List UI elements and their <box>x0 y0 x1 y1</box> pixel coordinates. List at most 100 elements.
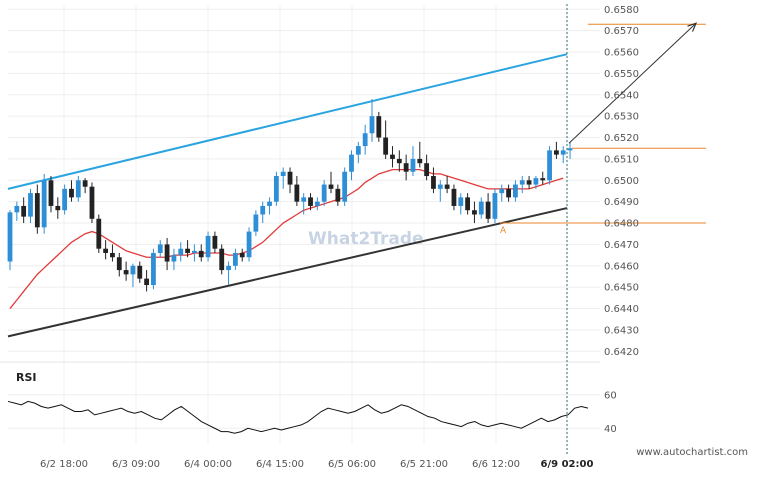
candle-body <box>410 158 416 172</box>
candle-body <box>465 197 471 211</box>
candle-body <box>137 265 143 279</box>
candle-body <box>362 133 368 147</box>
candle-body <box>96 218 102 249</box>
candle-body <box>157 244 163 253</box>
candle-body <box>444 184 450 189</box>
candle-body <box>55 205 61 211</box>
rsi-line <box>7 400 589 434</box>
candle-body <box>253 214 259 232</box>
footer-url[interactable]: www.autochartist.com <box>636 447 748 458</box>
price-tick-label: 0.6480 <box>604 219 639 230</box>
candle-body <box>567 148 573 151</box>
time-axis: 6/2 18:00 6/3 09:00 6/4 00:00 6/4 15:00 6/5 … <box>40 459 594 470</box>
candle-body <box>308 197 313 206</box>
price-tick-label: 0.6530 <box>604 112 639 123</box>
price-tick-label: 0.6420 <box>604 347 639 358</box>
price-tick-label: 0.6490 <box>604 197 639 208</box>
time-tick-label: 6/3 09:00 <box>112 459 160 470</box>
candle-body <box>431 176 436 189</box>
grid <box>8 5 600 445</box>
candle-body <box>458 197 464 206</box>
candle-body <box>75 180 81 198</box>
watermark: What2Trade <box>308 229 424 249</box>
candle-body <box>437 184 443 189</box>
candle-body <box>260 205 266 215</box>
candle-body <box>144 278 149 286</box>
candle-body <box>205 235 211 258</box>
candle-body <box>478 201 484 215</box>
candle-body <box>390 154 395 159</box>
candle-body <box>69 188 74 198</box>
candle-body <box>21 205 27 217</box>
price-axis: 0.6420 0.6430 0.6440 0.6450 0.6460 0.6470 0.64… <box>604 5 639 358</box>
candle-body <box>342 171 348 202</box>
candle-body <box>451 188 457 206</box>
time-tick-label: 6/6 12:00 <box>472 459 520 470</box>
candle-body <box>28 193 33 217</box>
candle-body <box>533 178 539 185</box>
time-tick-label: 6/4 15:00 <box>256 459 304 470</box>
candle-body <box>151 252 156 286</box>
candle-body <box>560 150 566 155</box>
candle-body <box>287 171 293 185</box>
rsi-tick-label: 60 <box>604 390 617 401</box>
candle-body <box>239 252 245 258</box>
candle-body <box>519 180 525 185</box>
candle-body <box>396 158 402 164</box>
candle-body <box>314 201 320 206</box>
price-tick-label: 0.6450 <box>604 283 639 294</box>
candle-body <box>355 146 361 155</box>
levels: A <box>500 22 706 236</box>
candle-body <box>34 193 40 228</box>
price-tick-label: 0.6580 <box>604 5 639 16</box>
candle-body <box>424 163 430 177</box>
candle-body <box>62 188 68 211</box>
candle-body <box>41 180 47 228</box>
candle-body <box>403 163 409 172</box>
price-tick-label: 0.6570 <box>604 26 639 37</box>
candle-body <box>171 255 177 262</box>
candle-body <box>219 248 225 271</box>
candle-body <box>321 184 327 202</box>
projection-arrow-head <box>687 22 698 32</box>
candle-body <box>506 188 511 198</box>
candle-body <box>280 171 286 177</box>
price-tick-label: 0.6520 <box>604 133 639 144</box>
candle-body <box>14 205 20 213</box>
candle-body <box>485 201 491 219</box>
time-tick-label: 6/5 21:00 <box>400 459 448 470</box>
channel <box>7 53 568 338</box>
candle-body <box>513 184 518 198</box>
candle-body <box>226 265 231 271</box>
candle-body <box>417 158 423 164</box>
price-tick-label: 0.6510 <box>604 154 639 165</box>
candle-body <box>301 197 307 202</box>
rsi-tick-label: 40 <box>604 424 617 435</box>
candle-body <box>48 180 54 206</box>
candle-body <box>273 176 279 202</box>
price-tick-label: 0.6540 <box>604 90 639 101</box>
price-tick-label: 0.6470 <box>604 240 639 251</box>
candle-body <box>335 188 341 202</box>
candle-body <box>7 212 13 262</box>
candle-body <box>267 201 272 206</box>
candle-body <box>232 252 238 266</box>
time-tick-label: 6/4 00:00 <box>184 459 232 470</box>
projection-arrow-line <box>568 22 697 144</box>
price-tick-label: 0.6440 <box>604 304 639 315</box>
candles <box>7 99 573 292</box>
candle-body <box>116 257 122 271</box>
candle-body <box>540 178 546 181</box>
candle-body <box>376 116 382 138</box>
lower-channel-line <box>7 207 568 338</box>
candle-body <box>547 150 552 181</box>
time-tick-label: 6/5 06:00 <box>328 459 376 470</box>
point-a-label: A <box>500 226 507 236</box>
candle-body <box>499 188 505 194</box>
candle-body <box>294 184 300 202</box>
price-tick-label: 0.6500 <box>604 176 639 187</box>
candle-body <box>349 154 354 172</box>
